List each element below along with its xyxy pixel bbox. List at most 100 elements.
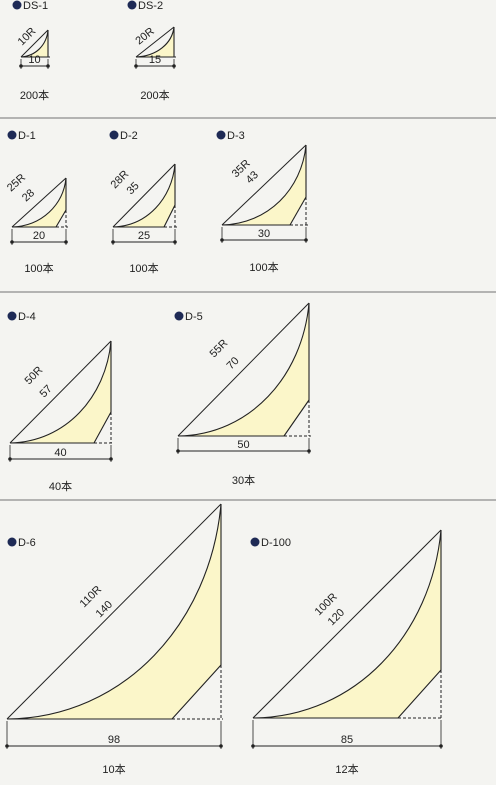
width-label: 30 [258,228,270,240]
width-label: 98 [108,734,120,746]
diagonal-line [112,163,176,228]
chamfer-edge [163,204,176,228]
profile-fill [21,30,48,57]
chamfer-edge [93,411,112,444]
width-label: 85 [341,734,353,746]
diagonal-line [9,340,112,444]
diagonal-line [135,26,175,58]
diagonal-line [252,529,442,719]
profile-fill [136,27,174,57]
arc-length-label: 57 [38,383,55,400]
diagonal-line [221,144,307,226]
quantity-label: 200本 [20,88,49,102]
width-label: 20 [33,230,45,242]
dimension-dot [8,457,12,461]
bullet-dot [174,311,184,321]
chamfer-edge [55,209,67,228]
radius-label: 10R [16,25,39,48]
diagonal-line [6,503,222,720]
profile-fill [178,303,309,436]
bullet-dot [7,311,17,321]
bullet-dot [127,0,137,10]
profile-fill [222,145,306,225]
dimension-dot [219,744,223,748]
bullet-dot [7,537,17,547]
profile-code: DS-2 [138,0,163,12]
radius-curve [9,340,112,444]
arc-length-label: 70 [225,355,242,372]
width-label: 50 [237,439,249,451]
profile-fill [7,504,221,719]
arc-length-label: 35 [125,180,142,197]
width-label: 25 [138,230,150,242]
profile-ds2: DS-2 15 200本 20R [127,0,176,102]
radius-label: 50R [23,364,46,387]
dimension-dot [109,457,113,461]
chamfer-edge [289,196,307,226]
profile-fill [253,530,441,718]
width-label: 40 [54,447,66,459]
chamfer-edge [397,669,442,719]
dimension-dot [111,240,115,244]
profile-code: D-3 [227,130,245,142]
radius-curve [252,529,442,719]
dimension-dot [439,744,443,748]
quantity-label: 100本 [129,261,158,275]
profile-code: D-6 [18,537,36,549]
quantity-label: 10本 [102,762,125,776]
diagonal-line [177,302,310,437]
chamfer-edge [283,399,310,437]
profile-code: D-2 [120,130,138,142]
radius-curve [177,302,310,437]
dimension-dot [176,449,180,453]
bullet-dot [7,130,17,140]
quantity-label: 40本 [49,479,72,493]
radius-label: 20R [133,25,156,47]
dimension-dot [173,240,177,244]
dimension-dot [64,240,68,244]
profile-code: D-1 [18,130,36,142]
profile-fill [113,164,175,227]
radius-curve [11,177,67,228]
radius-curve [20,29,49,58]
width-label: 15 [149,54,161,66]
arc-length-label: 28 [20,187,37,204]
dimension-dot [172,64,176,68]
dimension-dot [19,64,23,68]
bullet-dot [12,0,22,10]
radius-label: 55R [208,337,231,360]
diagonal-line [11,177,67,228]
profile-ds1: DS-1 10 200本 10R [12,0,50,102]
dimension-dot [134,64,138,68]
width-label: 10 [28,54,40,66]
profile-fill [10,341,111,443]
radius-curve [221,144,307,226]
profile-code: D-4 [18,311,36,323]
chamfer-edge [171,664,222,720]
profile-code: D-5 [185,311,203,323]
dimension-dot [46,64,50,68]
arc-length-label: 140 [94,599,115,620]
profile-code: DS-1 [23,0,48,12]
quantity-label: 200本 [140,88,169,102]
quantity-label: 12本 [335,762,358,776]
dimension-dot [220,238,224,242]
radius-curve [6,503,222,720]
quantity-label: 100本 [24,261,53,275]
bullet-dot [109,130,119,140]
bullet-dot [216,130,226,140]
dimension-dot [10,240,14,244]
dimension-dot [5,744,9,748]
quantity-label: 100本 [249,260,278,274]
dimension-dot [304,238,308,242]
quantity-label: 30本 [232,473,255,487]
profile-fill [12,178,66,227]
